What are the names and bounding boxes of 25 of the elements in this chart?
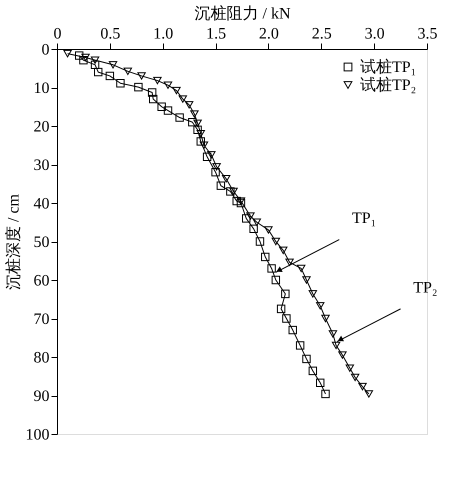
x-axis-title: 沉桩阻力 / kN bbox=[194, 4, 291, 22]
y-tick-label: 90 bbox=[34, 388, 50, 405]
x-tick-label: 2.5 bbox=[312, 26, 332, 42]
y-tick-label: 40 bbox=[34, 196, 50, 212]
x-tick-label: 3.5 bbox=[418, 26, 438, 42]
y-tick-label: 0 bbox=[42, 42, 50, 58]
legend-label: 试桩TP₁ bbox=[360, 58, 416, 76]
x-tick-label: 3.0 bbox=[364, 26, 385, 42]
y-tick-label: 60 bbox=[34, 272, 50, 290]
y-axis-title: 沉桩深度 / cm bbox=[4, 193, 22, 290]
legend-label: 试桩TP₂ bbox=[360, 76, 416, 94]
x-tick-label: 0.5 bbox=[100, 26, 120, 42]
y-tick-label: 80 bbox=[34, 350, 50, 366]
y-tick-label: 30 bbox=[34, 157, 50, 174]
y-tick-label: 70 bbox=[34, 311, 50, 328]
y-tick-label: 10 bbox=[34, 80, 50, 97]
y-tick-label: 20 bbox=[34, 118, 50, 136]
y-tick-label: 100 bbox=[26, 426, 50, 444]
x-tick-label: 1.5 bbox=[206, 26, 226, 42]
annotation: TP₂ bbox=[413, 279, 438, 296]
y-tick-label: 50 bbox=[34, 234, 50, 251]
annotation: TP₁ bbox=[352, 210, 376, 228]
x-tick-label: 2.0 bbox=[258, 26, 279, 42]
x-tick-label: 1.0 bbox=[153, 26, 174, 42]
x-tick-label: 0 bbox=[54, 26, 62, 42]
